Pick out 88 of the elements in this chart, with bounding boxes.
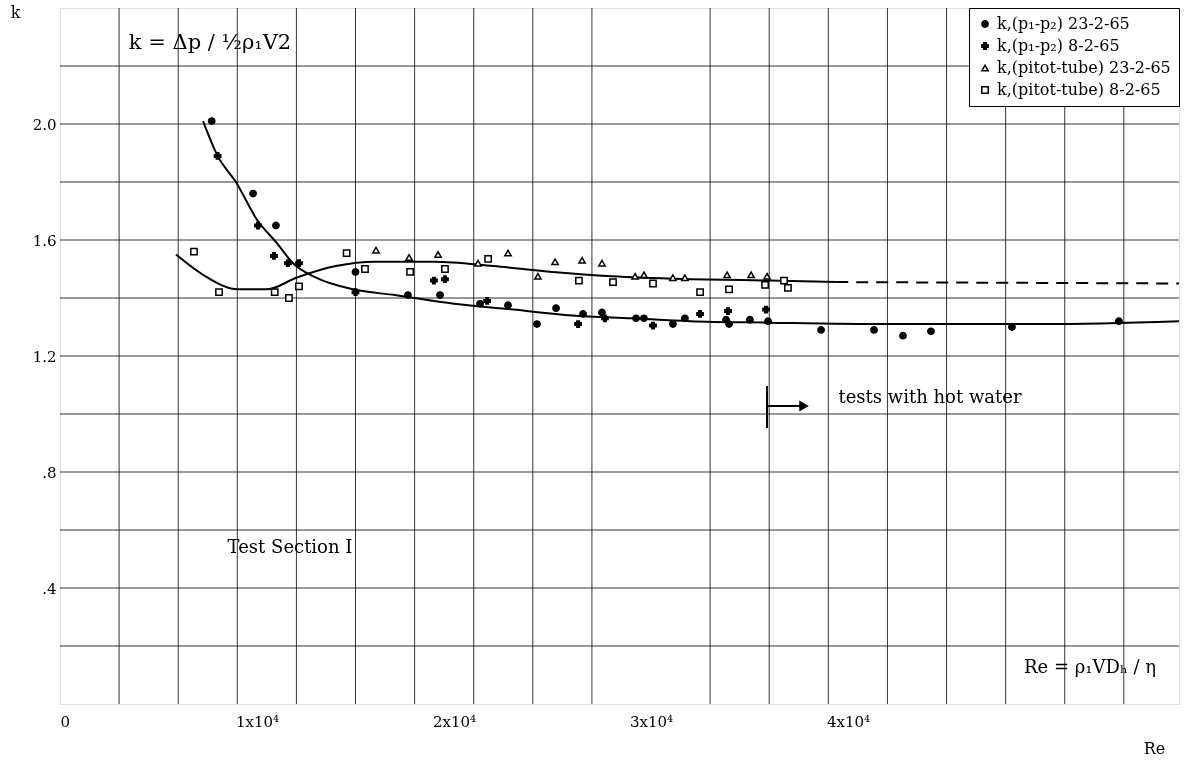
point [870,325,878,334]
point [351,288,360,297]
point [351,267,360,276]
point [578,256,586,264]
legend-label: k,(pitot-tube) 23-2-65 [997,58,1171,77]
point [649,279,657,288]
point [534,272,542,280]
point [764,317,772,326]
point [601,314,609,323]
point [899,331,907,340]
point [598,259,606,267]
point [372,246,380,254]
y-axis-title: k [10,2,21,22]
legend-label: k,(p₁-p₂) 23-2-65 [997,14,1130,33]
point [270,252,278,260]
point [574,320,583,329]
point [474,259,482,267]
point [272,221,280,230]
point [484,254,493,263]
point [780,276,788,285]
point [342,249,351,257]
point [649,321,657,330]
point [483,296,492,305]
x-tick-label: 3x10⁴ [629,712,674,731]
point [207,117,216,126]
point [609,278,617,286]
point [551,258,559,266]
y-tick-label: .4 [42,579,57,598]
x-tick-label: 1x10⁴ [235,712,280,731]
point [552,304,560,313]
point [762,305,770,314]
point [285,294,293,302]
point [504,301,512,310]
point [725,285,733,294]
point [763,272,771,280]
x-axis-title: Re [1143,738,1166,758]
point [361,265,369,273]
point [927,327,935,336]
point [270,288,279,297]
point [668,320,677,329]
point [249,189,257,198]
point [1115,317,1123,326]
point [213,151,222,160]
point [784,283,792,292]
point [724,307,732,315]
point [680,314,689,323]
point [430,276,438,285]
point [254,221,262,230]
x-tick-label: 2x10⁴ [432,712,477,731]
point [533,320,541,329]
point [284,259,292,268]
point [696,310,704,318]
point [434,251,442,258]
point [696,288,704,297]
y-tick-label: 1.2 [32,347,57,366]
point [190,247,198,256]
point [632,314,640,323]
point [476,299,484,308]
point [441,275,449,284]
point [504,249,512,257]
point [215,288,223,297]
point [295,282,303,291]
y-tick-label: .8 [42,463,57,482]
point [668,274,677,282]
y-tick-label: 2.0 [32,115,57,134]
point [405,253,414,261]
point [441,265,449,273]
point [640,314,648,323]
legend-label: k,(pitot-tube) 8-2-65 [997,80,1161,99]
y-tick-label: 1.6 [32,231,57,250]
point [723,271,731,279]
point [640,271,648,279]
point [406,267,414,276]
point [725,320,733,329]
point [680,274,689,282]
point [295,259,303,268]
point [746,315,754,324]
legend-label: k,(p₁-p₂) 8-2-65 [997,36,1120,55]
point [747,271,756,279]
point [631,272,639,280]
point [436,291,444,300]
x-tick-label: 0 [60,712,71,731]
point [579,310,587,318]
x-tick-label: 4x10⁴ [826,712,871,731]
point [761,281,769,289]
point [817,325,825,334]
point [404,291,412,300]
point [575,276,583,285]
